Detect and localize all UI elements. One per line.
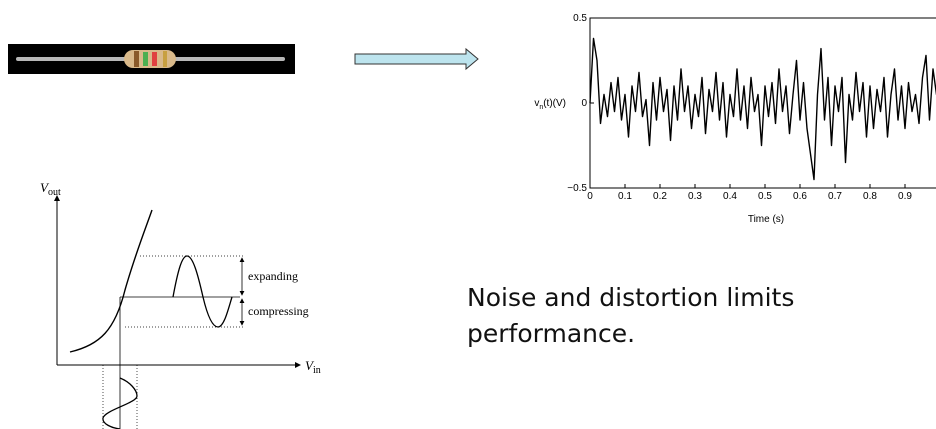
x-tick-label: 0.2 [653, 191, 667, 202]
vin-label: Vin [305, 358, 321, 376]
y-tick-label: 0 [581, 98, 587, 109]
block-arrow [354, 47, 479, 71]
distortion-diagram [54, 195, 301, 429]
vin-subscript: in [313, 365, 321, 376]
x-axis-label: Time (s) [748, 214, 784, 225]
y-label-symbol: v [534, 98, 539, 109]
y-axis-label: vn(t)(V) [534, 98, 566, 111]
x-tick-label: 0.5 [758, 191, 772, 202]
x-tick-label: 0.7 [828, 191, 842, 202]
x-tick-label: 0.3 [688, 191, 702, 202]
expanding-label: expanding [248, 269, 298, 283]
caption: Noise and distortion limits performance. [467, 283, 795, 348]
vout-label: Vout [40, 180, 61, 198]
vin-symbol: V [305, 358, 315, 373]
y-label-subscript: n [539, 104, 543, 111]
x-tick-label: 0.6 [793, 191, 807, 202]
compressing-label: compressing [248, 304, 309, 318]
x-tick-label: 0.9 [898, 191, 912, 202]
y-tick-label: −0.5 [567, 183, 587, 194]
x-tick-label: 0.8 [863, 191, 877, 202]
x-tick-label: 0.1 [618, 191, 632, 202]
vout-subscript: out [48, 187, 61, 198]
vout-symbol: V [40, 180, 50, 195]
noise-trace [589, 37, 936, 181]
noise-plot: vn(t)(V) Time (s) −0.500.50 0.1 0.2 0.3 0.4 0… [534, 13, 936, 225]
x-tick-label: 0 [587, 191, 593, 202]
y-label-rest: (t)(V) [543, 98, 566, 109]
y-tick-label: 0.5 [573, 13, 587, 24]
resistor-image [8, 44, 295, 74]
x-tick-label: 0.4 [723, 191, 737, 202]
